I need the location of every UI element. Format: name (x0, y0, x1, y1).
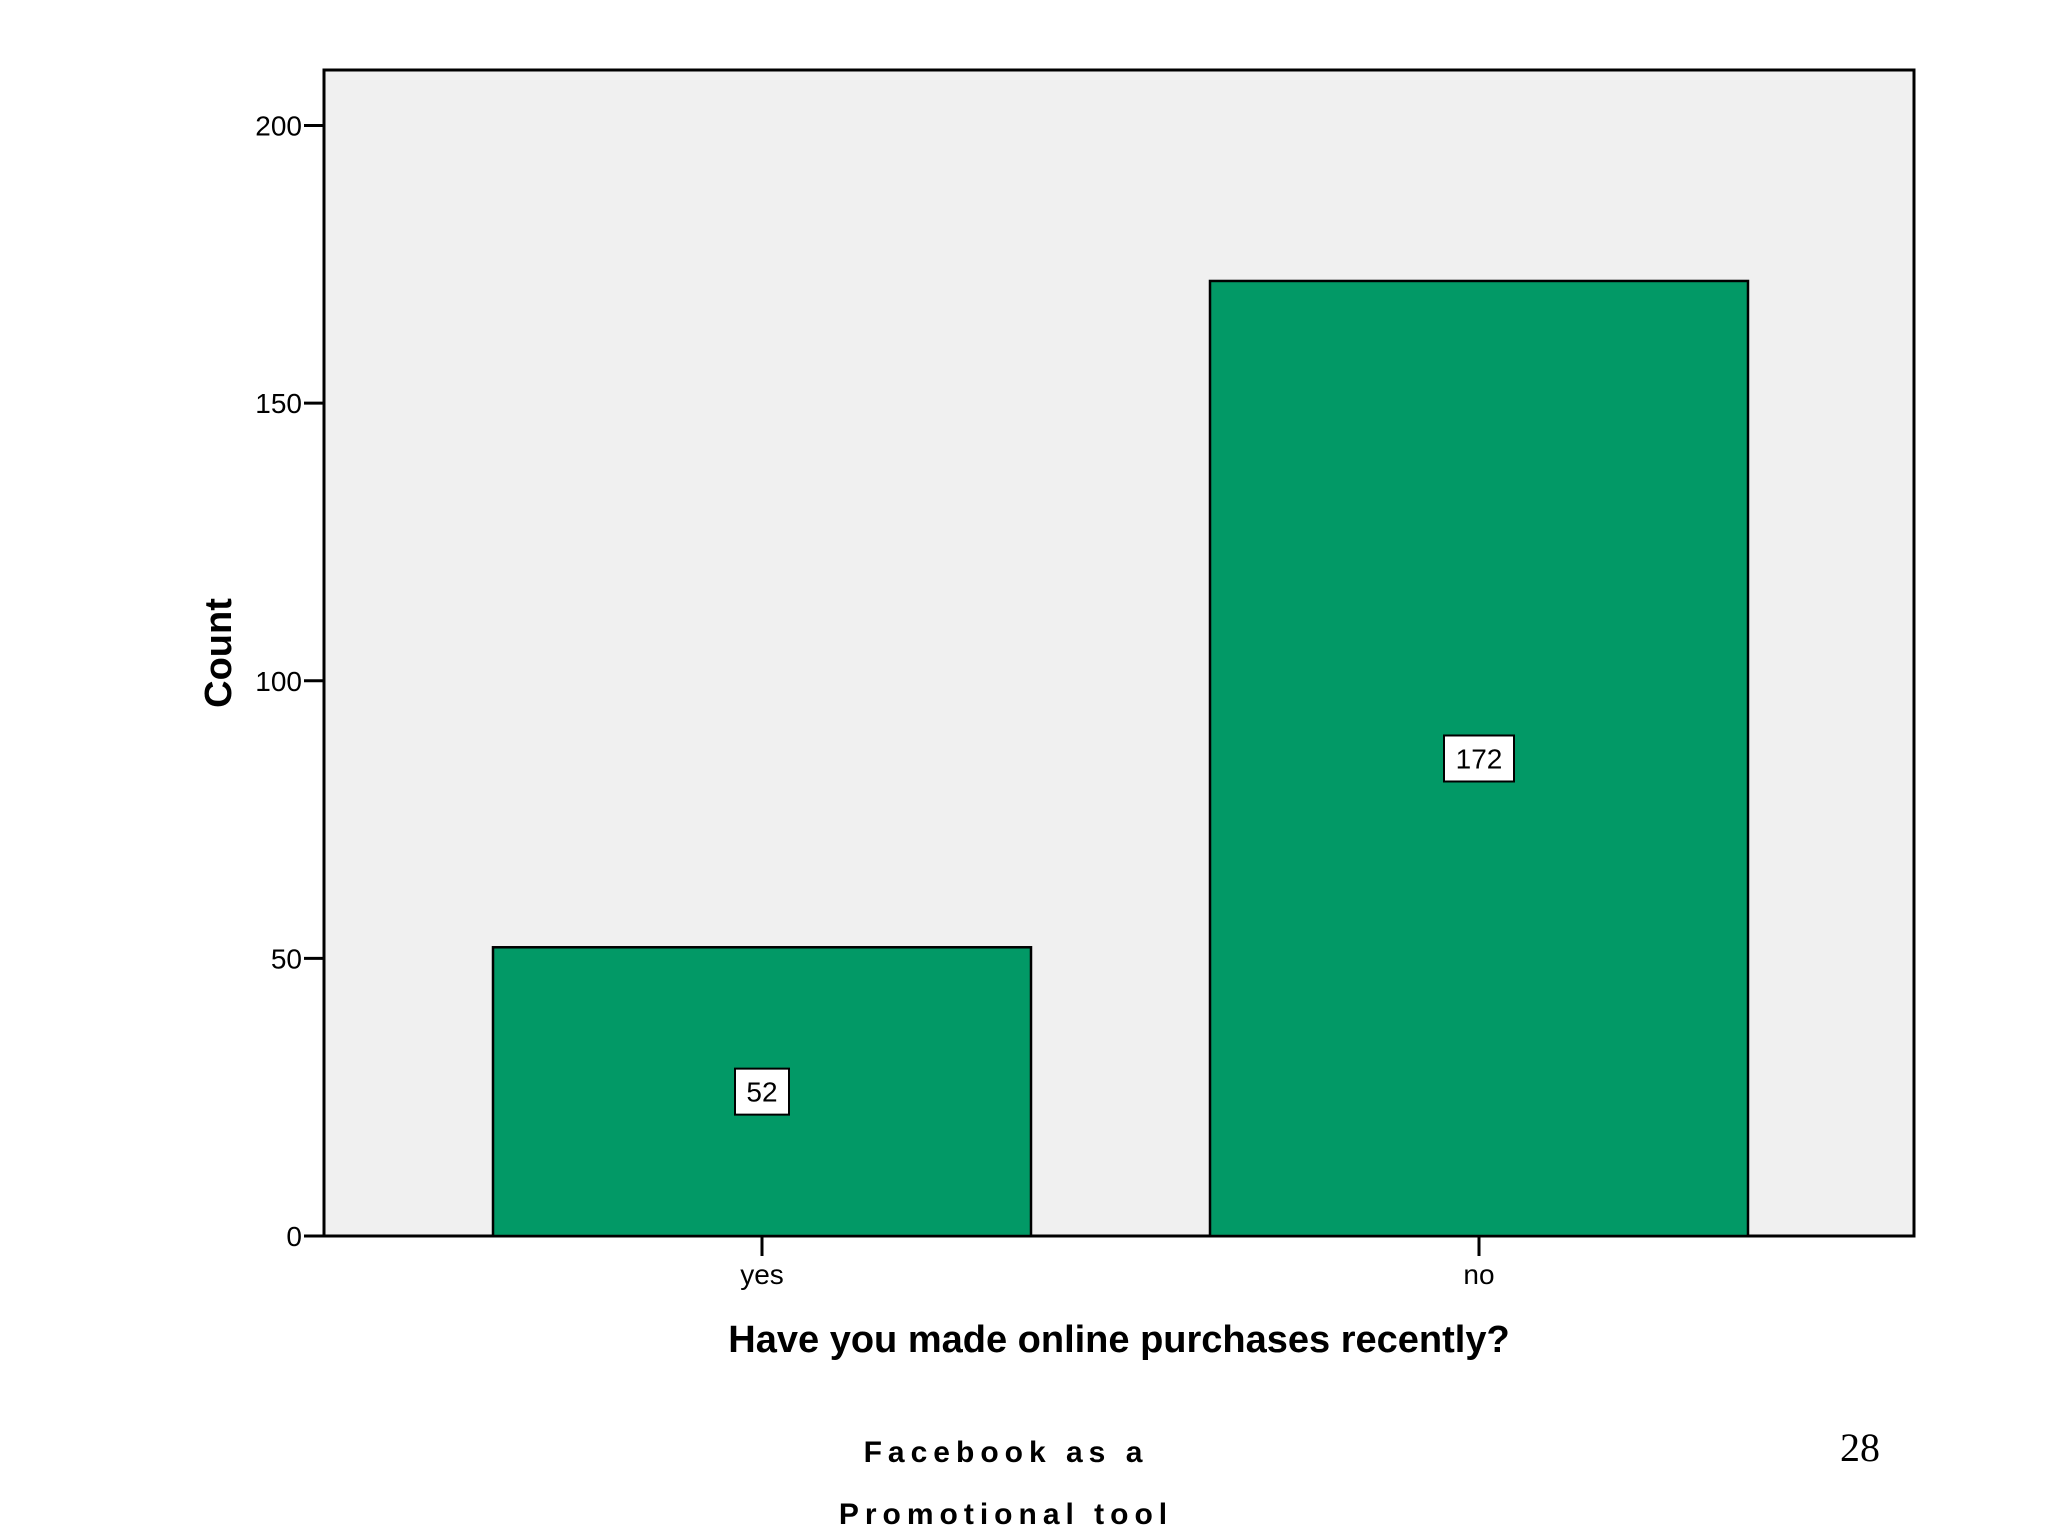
y-tick-label: 200 (255, 111, 302, 142)
footer-title-line-1: Facebook as a (863, 1436, 1149, 1469)
x-axis-ticks: yes no (740, 1236, 1495, 1290)
footer-title-line-2: Promotional tool (838, 1498, 1174, 1531)
data-label-box (1443, 734, 1515, 783)
y-axis-ticks: 0 50 100 150 200 (255, 111, 324, 1252)
data-label: 52 (746, 1077, 777, 1108)
y-axis-title: Count (198, 598, 240, 708)
data-label: 172 (1456, 743, 1503, 774)
bars: 52 172 (491, 279, 1750, 1238)
y-tick-label: 50 (271, 943, 302, 974)
data-label-box (734, 1067, 790, 1116)
y-tick-label: 150 (255, 388, 302, 419)
y-tick-label: 100 (255, 666, 302, 697)
x-tick-label-yes: yes (740, 1259, 784, 1290)
y-tick-label: 0 (286, 1221, 302, 1252)
x-tick-label-no: no (1463, 1259, 1494, 1290)
page-number: 28 (1840, 1425, 1880, 1470)
x-axis-title: Have you made online purchases recently? (728, 1319, 1509, 1361)
